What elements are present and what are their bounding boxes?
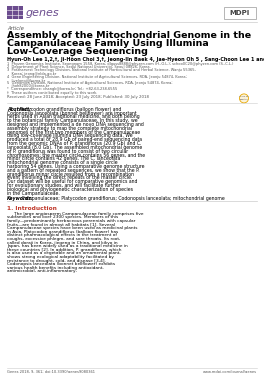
Text: is also used as a vegetable and an ornamental plant,: is also used as a vegetable and an ornam… bbox=[7, 251, 121, 256]
Text: from the genomic DNAs of P. grandiflorus (20.9 Gb) and C.: from the genomic DNAs of P. grandiflorus… bbox=[7, 141, 142, 146]
Text: fruits—are found in almost all habitats [1]. Several: fruits—are found in almost all habitats … bbox=[7, 223, 115, 227]
Text: herbs used in Asian traditional medicine, and both belong: herbs used in Asian traditional medicine… bbox=[7, 115, 140, 119]
Text: Our dataset will be useful for comparative genomics and: Our dataset will be useful for comparati… bbox=[7, 179, 137, 184]
Text: called doraji in Korea, jiegeng in China, and kikyo in: called doraji in Korea, jiegeng in China… bbox=[7, 241, 118, 245]
Text: coughs, excessive phlegm, and sore throats. Its root,: coughs, excessive phlegm, and sore throa… bbox=[7, 237, 120, 241]
Text: check for: check for bbox=[239, 96, 249, 97]
Text: The large angiosperm Campanulaceae family comprises five: The large angiosperm Campanulaceae famil… bbox=[14, 212, 144, 216]
Text: various health benefits including antioxidant,: various health benefits including antiox… bbox=[7, 266, 104, 270]
Text: in Asia. Platycodon grandiflorus (balloon flower) has: in Asia. Platycodon grandiflorus (balloo… bbox=[7, 230, 118, 234]
Text: livelonoi@korea.kr: livelonoi@korea.kr bbox=[7, 78, 45, 82]
Text: in the Campanulaceae.: in the Campanulaceae. bbox=[7, 191, 60, 195]
Text: 5  Genomics Division, National Institute of Agricultural Sciences, RDA, Jeonju 5: 5 Genomics Division, National Institute … bbox=[7, 81, 173, 85]
Text: 1. Introduction: 1. Introduction bbox=[7, 206, 57, 211]
FancyBboxPatch shape bbox=[7, 6, 23, 19]
Text: 2  Department of Plant Science, Seoul National University, Seoul 08826, Korea.: 2 Department of Plant Science, Seoul Nat… bbox=[7, 65, 151, 69]
Text: Campanulaceae Family Using Illumina: Campanulaceae Family Using Illumina bbox=[7, 39, 209, 48]
Text: assembly strategy to map the complete mitochondrial: assembly strategy to map the complete mi… bbox=[7, 126, 132, 131]
Text: using low-coverage Illumina DNA sequencing data. We: using low-coverage Illumina DNA sequenci… bbox=[7, 134, 133, 138]
Text: Codonopsis lanceolata (bonnet bellflower) exhibits: Codonopsis lanceolata (bonnet bellflower… bbox=[7, 262, 115, 266]
Text: genes: genes bbox=[26, 7, 60, 18]
Text: Codonopsis lanceolata (bonnet bellflower) are important: Codonopsis lanceolata (bonnet bellflower… bbox=[7, 111, 137, 116]
Text: Keywords:: Keywords: bbox=[7, 196, 34, 201]
Text: and a pattern of repeated sequences, we show that the P.: and a pattern of repeated sequences, we … bbox=[7, 168, 140, 173]
Text: Campanulaceae; Platycodon grandiflorus; Codonopsis lanceolata; mitochondrial gen: Campanulaceae; Platycodon grandiflorus; … bbox=[21, 196, 225, 201]
Text: Assembly of the Mitochondrial Genome in the: Assembly of the Mitochondrial Genome in … bbox=[7, 31, 251, 40]
Text: of P. grandiflorus was found to consist of two circular: of P. grandiflorus was found to consist … bbox=[7, 149, 128, 154]
Text: Abstract:: Abstract: bbox=[7, 107, 31, 112]
FancyBboxPatch shape bbox=[224, 7, 256, 19]
Text: these countries [2]. In addition, P. grandiflorus, which: these countries [2]. In addition, P. gra… bbox=[7, 248, 121, 252]
Text: distinct pharmacological effects in the treatment of: distinct pharmacological effects in the … bbox=[7, 233, 117, 237]
Text: Japan, has been widely used as a traditional medicine in: Japan, has been widely used as a traditi… bbox=[7, 244, 128, 248]
Text: minor circle contains 42 genes. The C. lanceolata: minor circle contains 42 genes. The C. l… bbox=[7, 156, 120, 161]
Text: Platycodon grandiflorus (balloon flower) and: Platycodon grandiflorus (balloon flower)… bbox=[18, 107, 122, 112]
Text: produced a total of 28.9 Gb of paired-end sequencing data: produced a total of 28.9 Gb of paired-en… bbox=[7, 137, 142, 142]
Text: 3  Postharvest Technology Division, National Institute of Horticultural and Herb: 3 Postharvest Technology Division, Natio… bbox=[7, 68, 196, 72]
Text: family—predominantly herbaceous perennials with capsular: family—predominantly herbaceous perennia… bbox=[7, 219, 135, 223]
Text: event involving the direct repeats of the master circle.: event involving the direct repeats of th… bbox=[7, 175, 132, 180]
Text: lanceolata (8.0 Gb). The assembled mitochondrial genome: lanceolata (8.0 Gb). The assembled mitoc… bbox=[7, 145, 142, 150]
Text: Genes 2018, 9, 361; doi:10.3390/genes9080361: Genes 2018, 9, 361; doi:10.3390/genes908… bbox=[7, 370, 95, 373]
Text: 1  Phyzen Genomics Institute, Seongnam 1558, Korea; dlguss8888@phyzen.com (H.-O.: 1 Phyzen Genomics Institute, Seongnam 15… bbox=[7, 62, 233, 66]
Text: mitochondrial genome consists of a single circle: mitochondrial genome consists of a singl… bbox=[7, 160, 118, 165]
Text: Article: Article bbox=[7, 26, 24, 31]
Text: genomes of the first two members of the Campanulaceae: genomes of the first two members of the … bbox=[7, 130, 140, 135]
Text: †  These authors contributed equally to this work.: † These authors contributed equally to t… bbox=[7, 91, 97, 95]
Circle shape bbox=[239, 94, 248, 103]
Text: MDPI: MDPI bbox=[230, 10, 250, 16]
Text: resistance to drought, cold, and disease [3,4].: resistance to drought, cold, and disease… bbox=[7, 258, 106, 263]
Text: Campanulaceae species have been used as medicinal plants: Campanulaceae species have been used as … bbox=[7, 226, 138, 230]
Text: chromosomes; the master circle contains 56 genes, and the: chromosomes; the master circle contains … bbox=[7, 153, 145, 157]
Text: Korea; jeong@nlda.go.kr: Korea; jeong@nlda.go.kr bbox=[7, 72, 56, 75]
Text: jhoh82000@korea.kr: jhoh82000@korea.kr bbox=[7, 84, 49, 88]
Text: *  Correspondence: changk@korea.kr; Tel.: +82-63-238-6555: * Correspondence: changk@korea.kr; Tel.:… bbox=[7, 88, 117, 91]
Text: 4  Gene Engineering Division, National Institute of Agricultural Sciences, RDA, : 4 Gene Engineering Division, National In… bbox=[7, 75, 187, 79]
Text: to the botanical family Campanulaceae. In this study, we: to the botanical family Campanulaceae. I… bbox=[7, 118, 138, 123]
Text: www.mdpi.com/journal/genes: www.mdpi.com/journal/genes bbox=[203, 370, 257, 373]
Text: for evolutionary studies, and will facilitate further: for evolutionary studies, and will facil… bbox=[7, 183, 120, 188]
Text: Hyun-Oh Lee 1,2,†, Ji-Hôon Choi 3,†, Jeong-Iln Baek 4, Jae-Hyeon Oh 5 , Sang-Cho: Hyun-Oh Lee 1,2,†, Ji-Hôon Choi 3,†, Jeo… bbox=[7, 56, 264, 62]
Text: subfamilies and over 2300 species. Members of this: subfamilies and over 2300 species. Membe… bbox=[7, 215, 118, 219]
Text: updates: updates bbox=[240, 98, 248, 100]
Text: harboring 54 genes. Using a comparative genome structure: harboring 54 genes. Using a comparative … bbox=[7, 164, 144, 169]
Text: biological and phylogenetic characterization of species: biological and phylogenetic characteriza… bbox=[7, 187, 133, 192]
Text: grandiflorus minor circle resulted from a recombination: grandiflorus minor circle resulted from … bbox=[7, 172, 134, 176]
Text: Received: 28 June 2018; Accepted: 23 July 2018; Published: 30 July 2018: Received: 28 June 2018; Accepted: 23 Jul… bbox=[7, 95, 149, 99]
Text: shows strong ecological adaptability facilitated by: shows strong ecological adaptability fac… bbox=[7, 255, 114, 259]
Text: Low-Coverage Sequencing: Low-Coverage Sequencing bbox=[7, 47, 148, 56]
Text: antimicrobial, anti-inflammatory,: antimicrobial, anti-inflammatory, bbox=[7, 269, 77, 273]
Text: designed and implemented a de novo DNA sequencing and: designed and implemented a de novo DNA s… bbox=[7, 122, 144, 127]
